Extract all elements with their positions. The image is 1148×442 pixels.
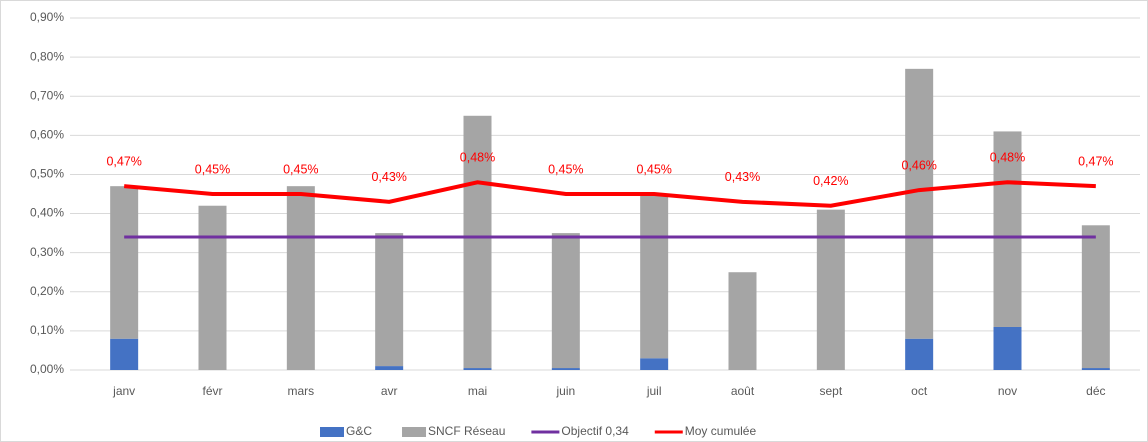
y-tick-label: 0,30% xyxy=(30,245,64,259)
bar xyxy=(640,194,669,359)
bar xyxy=(640,358,669,370)
legend-swatch xyxy=(402,427,427,437)
x-tick-label: août xyxy=(731,384,755,398)
x-tick-label: janv xyxy=(112,384,135,398)
data-label: 0,42% xyxy=(813,174,848,188)
legend-label: Moy cumulée xyxy=(685,424,757,438)
x-tick-label: sept xyxy=(819,384,842,398)
bar xyxy=(728,272,757,370)
data-label: 0,45% xyxy=(636,162,671,176)
y-tick-label: 0,50% xyxy=(30,167,64,181)
x-tick-label: déc xyxy=(1086,384,1105,398)
bar xyxy=(905,68,934,339)
data-label: 0,43% xyxy=(725,170,760,184)
x-tick-label: févr xyxy=(202,384,222,398)
bar xyxy=(993,326,1022,370)
data-label: 0,45% xyxy=(283,162,318,176)
y-tick-label: 0,90% xyxy=(30,10,64,24)
bar xyxy=(110,186,139,339)
x-tick-label: mars xyxy=(287,384,314,398)
y-tick-label: 0,80% xyxy=(30,49,64,63)
data-label: 0,45% xyxy=(548,162,583,176)
legend-label: G&C xyxy=(346,424,372,438)
y-tick-label: 0,10% xyxy=(30,323,64,337)
bar xyxy=(551,368,580,370)
bar xyxy=(1081,225,1110,369)
bar xyxy=(463,115,492,369)
bar xyxy=(551,233,580,369)
data-label: 0,47% xyxy=(106,154,141,168)
y-tick-label: 0,20% xyxy=(30,284,64,298)
data-label: 0,48% xyxy=(460,151,495,165)
bar xyxy=(905,338,934,370)
x-tick-label: oct xyxy=(911,384,928,398)
x-tick-label: juin xyxy=(555,384,575,398)
bar xyxy=(816,209,845,370)
data-label: 0,48% xyxy=(990,151,1025,165)
bar xyxy=(375,366,404,370)
data-label: 0,43% xyxy=(371,170,406,184)
x-tick-label: juil xyxy=(646,384,662,398)
bar xyxy=(1081,368,1110,370)
x-tick-label: mai xyxy=(468,384,487,398)
bar xyxy=(993,131,1022,327)
line xyxy=(123,180,1096,208)
x-tick-label: avr xyxy=(381,384,398,398)
y-tick-label: 0,00% xyxy=(30,362,64,376)
x-tick-label: nov xyxy=(998,384,1017,398)
bar xyxy=(110,338,139,370)
data-label: 0,45% xyxy=(195,162,230,176)
y-tick-label: 0,60% xyxy=(30,128,64,142)
bar xyxy=(286,186,315,370)
bar xyxy=(198,205,227,370)
bar xyxy=(463,368,492,370)
legend-label: Objectif 0,34 xyxy=(561,424,629,438)
y-tick-label: 0,40% xyxy=(30,206,64,220)
data-label: 0,47% xyxy=(1078,154,1113,168)
data-label: 0,46% xyxy=(901,158,936,172)
bar xyxy=(375,233,404,367)
y-tick-label: 0,70% xyxy=(30,88,64,102)
legend-swatch xyxy=(320,427,344,437)
legend-label: SNCF Réseau xyxy=(428,424,505,438)
